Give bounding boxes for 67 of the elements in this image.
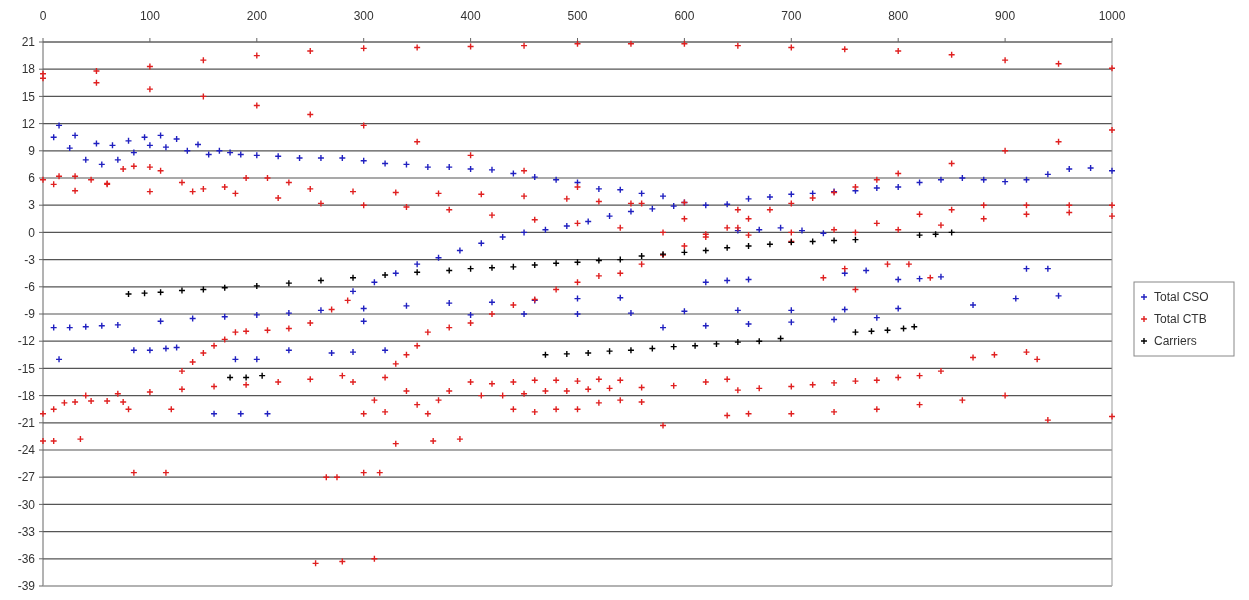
point [563, 350, 571, 358]
point [413, 268, 421, 276]
y-tick-label: -36 [17, 552, 36, 566]
point [381, 271, 389, 279]
y-tick-label: -24 [17, 443, 36, 458]
y-tick-label: 12 [21, 116, 36, 131]
y-tick-label: 15 [21, 89, 36, 104]
y-tick-label: -6 [24, 280, 36, 294]
point [584, 349, 592, 357]
x-tick-label: 700 [781, 9, 802, 23]
point [258, 371, 266, 380]
point [552, 259, 560, 267]
y-tick-label: -33 [17, 524, 36, 539]
y-tick-label: 21 [21, 35, 36, 50]
x-tick-label: 0 [39, 9, 47, 23]
point [851, 328, 860, 336]
point [595, 256, 603, 265]
y-tick-label: -15 [17, 361, 36, 376]
y-tick-label: 9 [28, 144, 36, 158]
x-tick-label: 400 [460, 9, 481, 23]
point [541, 351, 550, 359]
y-tick-label: -12 [17, 334, 36, 349]
y-tick-label: -30 [17, 497, 36, 512]
y-tick-label: 0 [28, 225, 36, 240]
point [915, 231, 924, 239]
point [509, 263, 518, 271]
point [637, 252, 646, 260]
y-tick-label: -21 [17, 416, 36, 430]
point [712, 340, 721, 348]
point [124, 290, 133, 298]
point [242, 373, 250, 382]
point [830, 236, 838, 245]
point [627, 346, 635, 354]
x-tick-label: 1000 [1098, 9, 1126, 23]
point [723, 244, 731, 252]
x-tick-label: 800 [888, 9, 909, 23]
point [734, 338, 742, 346]
point [766, 240, 774, 248]
point [744, 242, 753, 250]
y-tick-label: -9 [24, 307, 36, 322]
y-tick-label: -27 [17, 470, 36, 485]
y-tick-label: -39 [17, 579, 36, 594]
point [253, 282, 261, 290]
point [317, 276, 325, 285]
y-tick-label: 6 [28, 171, 36, 186]
legend-label: Carriers [1154, 334, 1197, 349]
x-tick-label: 300 [353, 9, 375, 23]
point [140, 289, 149, 297]
x-tick-label: 500 [567, 9, 588, 23]
y-tick-label: 3 [28, 198, 36, 213]
point [531, 261, 539, 269]
x-tick-label: 600 [674, 9, 695, 23]
point [349, 274, 357, 282]
point [605, 347, 614, 355]
y-tick-label: 18 [21, 62, 36, 77]
x-tick-label: 900 [995, 9, 1016, 23]
point [285, 279, 293, 287]
x-tick-label: 100 [139, 9, 161, 23]
y-tick-label: -3 [24, 252, 36, 267]
point [226, 373, 234, 382]
y-tick-label: -18 [17, 388, 36, 403]
point [691, 342, 699, 350]
point [488, 264, 496, 272]
x-tick-label: 200 [246, 9, 268, 23]
point [178, 286, 186, 295]
legend-label: Total CSO [1154, 290, 1209, 305]
legend-label: Total CTB [1154, 312, 1207, 327]
